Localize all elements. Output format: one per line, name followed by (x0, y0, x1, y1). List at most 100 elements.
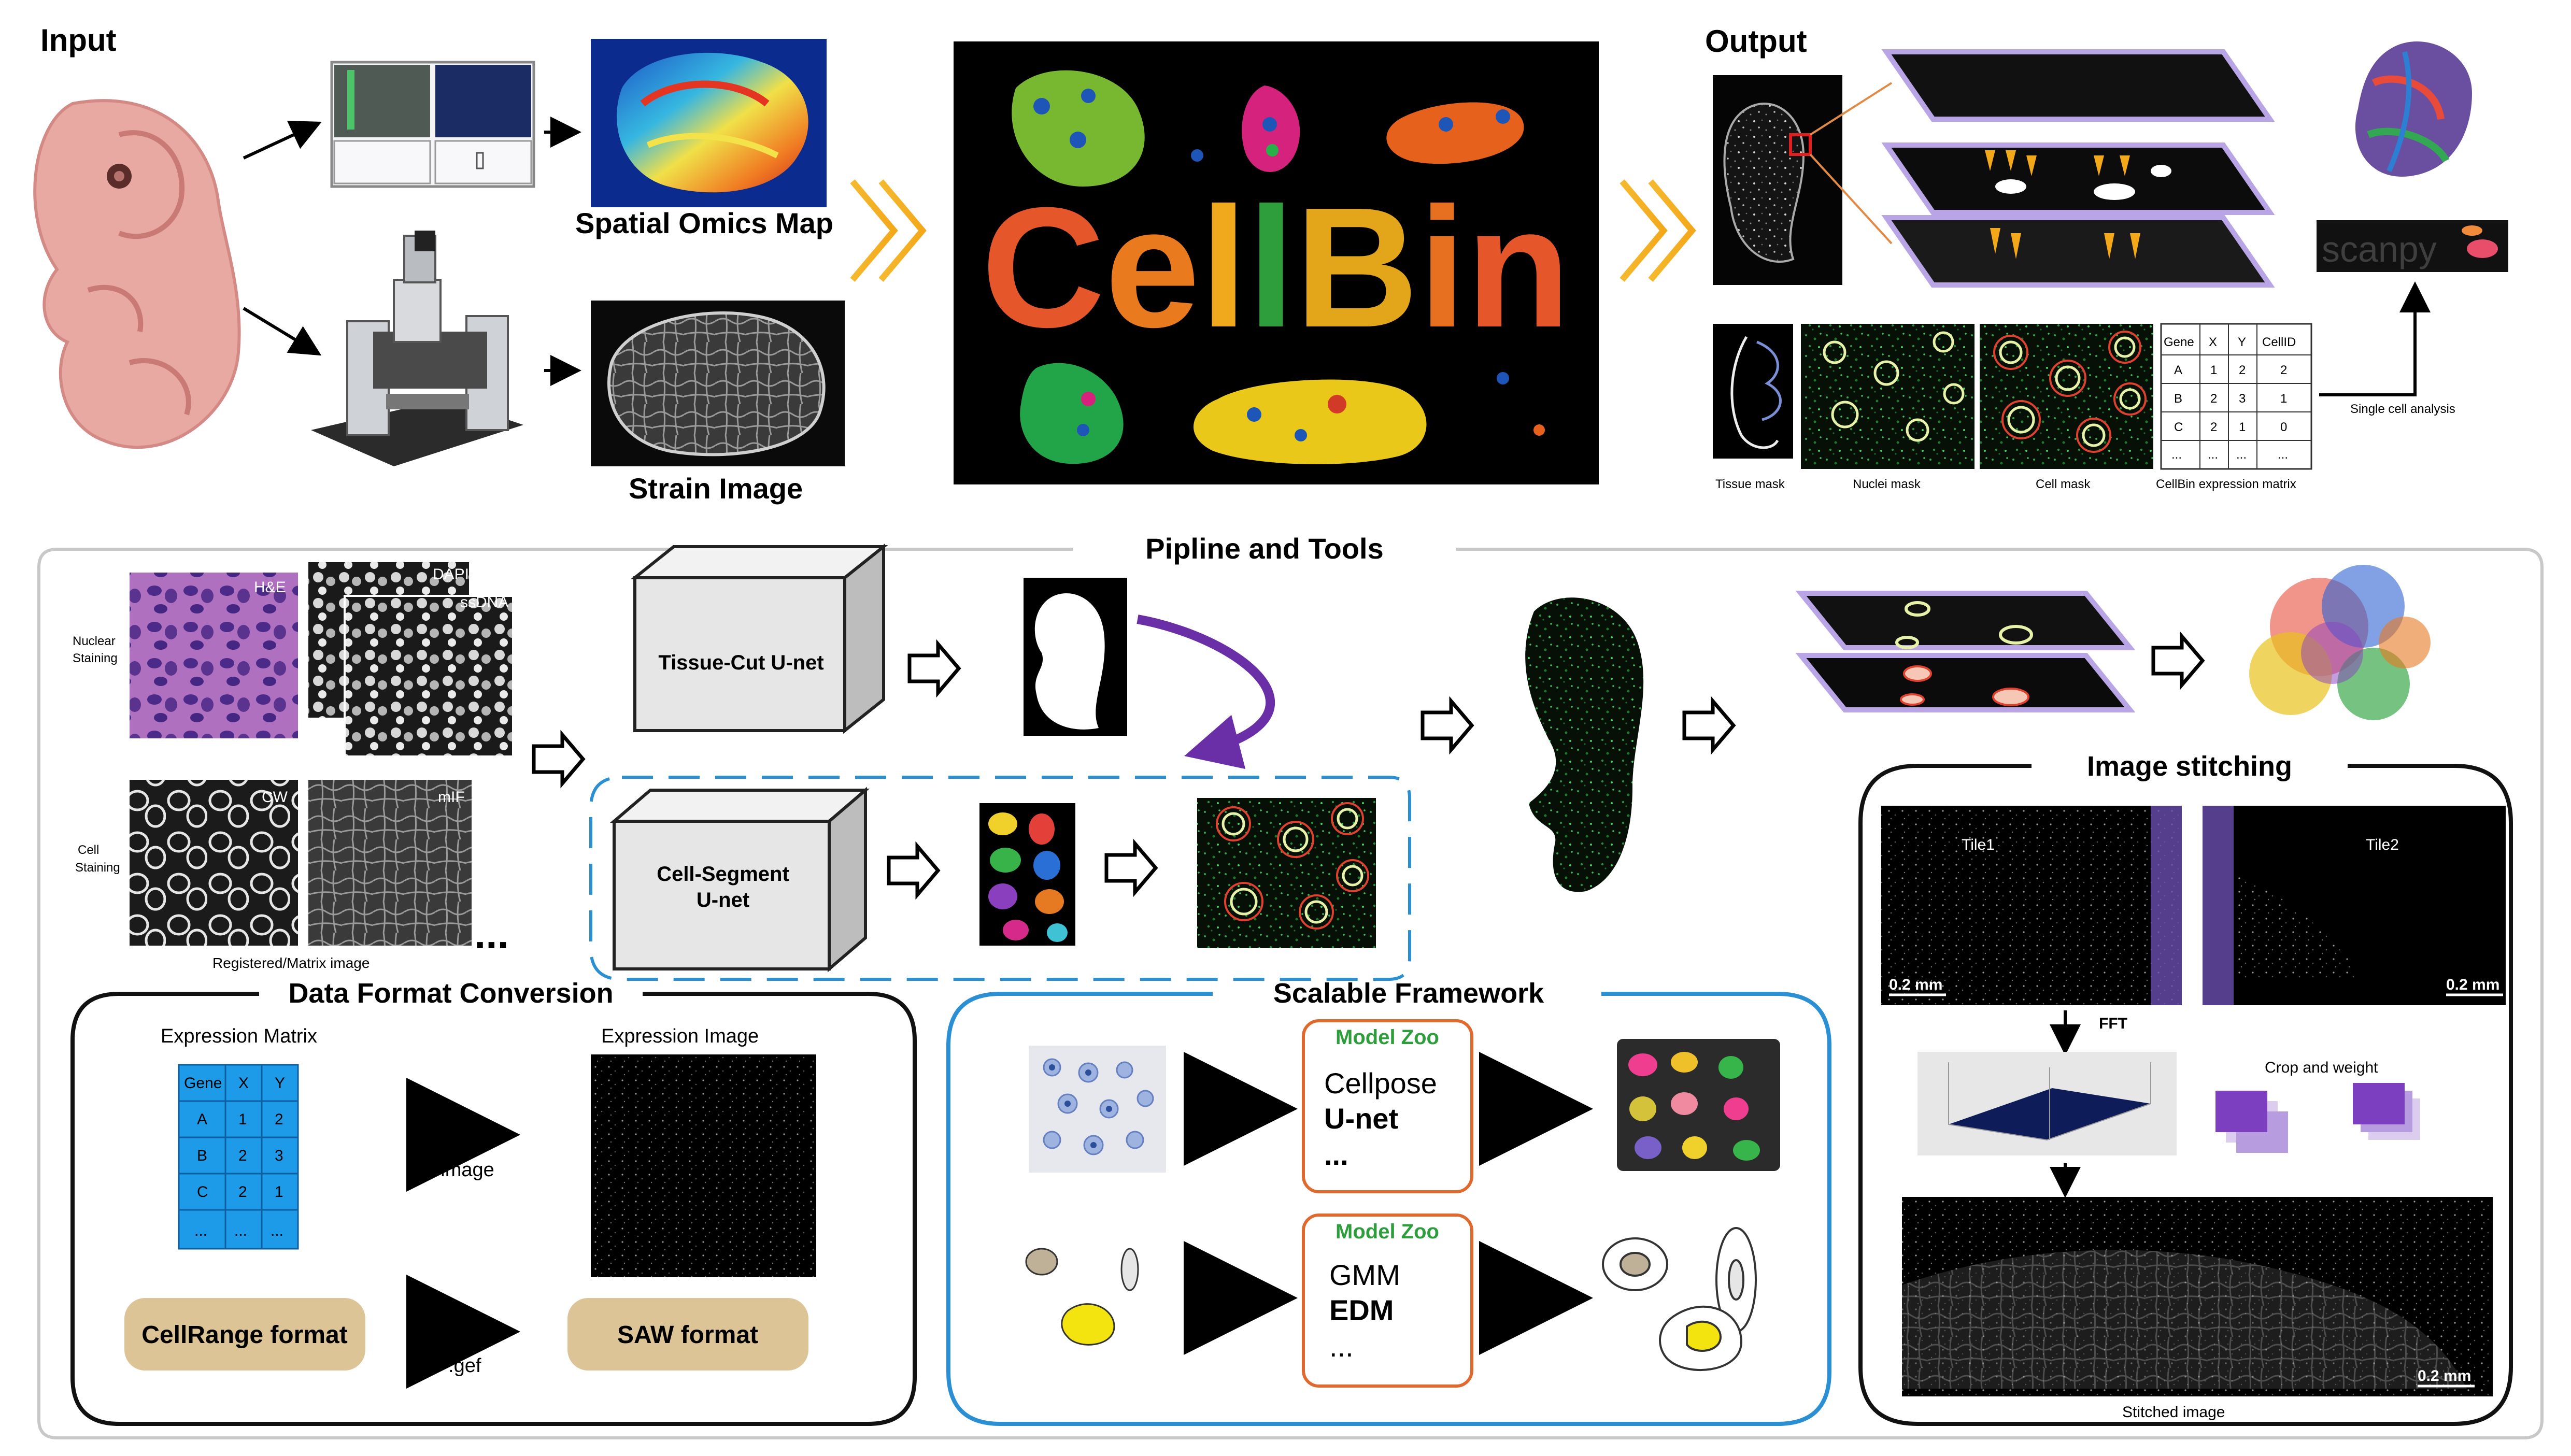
cellbin-logo-text: CellBin (982, 172, 1571, 363)
umap-scatter (2249, 565, 2431, 720)
model-zoo-1: Model Zoo Cellpose U-net ... (1302, 1019, 1473, 1193)
tissue-cut-unet-box: Tissue-Cut U-net (630, 543, 888, 734)
segmentation-dashed-group (589, 776, 1411, 981)
cb-matrix-r2c0: C (2174, 420, 2183, 434)
cb-matrix-r0c2: 2 (2239, 363, 2246, 377)
cb-matrix-r1c0: B (2174, 392, 2182, 406)
cb-matrix-r0c0: A (2174, 363, 2182, 377)
fft-label: FFT (2099, 1015, 2127, 1032)
stitched-scale: 0.2 mm (2418, 1367, 2471, 1384)
cell-staining-label-1: Cell (78, 843, 99, 857)
expr-table-r1c1: 2 (238, 1147, 247, 1164)
crop-weight-label: Crop and weight (2265, 1059, 2378, 1076)
stitching-title: Image stitching (2087, 751, 2292, 782)
expr-table-h2: Y (275, 1075, 285, 1092)
hollow-arrow-to-umap (2151, 631, 2205, 690)
pipeline-title: Pipline and Tools (1145, 532, 1383, 565)
zoo1-item-2: ... (1324, 1138, 1348, 1171)
output-title: Output (1705, 24, 1807, 59)
cb-matrix-r1c2: 3 (2239, 392, 2246, 406)
expression-table: Gene X Y A 1 2 B 2 3 C 2 1 ... ... ... (178, 1064, 299, 1250)
cb-matrix-r3c3: ... (2278, 448, 2288, 462)
cell-segment-unet-box: Cell-Segment U-net (609, 787, 870, 973)
expr-table-r3c0: ... (194, 1222, 207, 1239)
nuclear-staining-label-1: Nuclear (73, 634, 116, 648)
cellbin-expression-matrix: Gene X Y CellID A 1 2 2 B 2 3 1 C 2 1 0 … (2160, 323, 2312, 470)
pipeline-layer-stack (1795, 591, 2136, 712)
stitched-label: Stitched image (2122, 1404, 2225, 1421)
zoom-line-top (1809, 82, 1893, 136)
zoo1-item-1: U-net (1324, 1102, 1398, 1135)
cell-segment-label-2: U-net (697, 889, 749, 911)
stitching-frame (1858, 764, 2513, 1426)
expr-table-r1c2: 3 (275, 1147, 283, 1164)
zoo1-title: Model Zoo (1336, 1026, 1439, 1049)
dapi-ssdna-image: DAPI ssDNA (308, 562, 514, 758)
single-cell-label: Single cell analysis (2350, 402, 2455, 416)
cb-matrix-h1: X (2209, 335, 2217, 349)
cb-matrix-r2c2: 1 (2239, 420, 2246, 434)
scanpy-logo: scanpy (2317, 220, 2508, 272)
to-image-label: to image (419, 1159, 494, 1181)
zoo2-item-1: EDM (1329, 1294, 1394, 1326)
cellrange-format-box: CellRange format (124, 1298, 365, 1371)
expr-table-r3c1: ... (234, 1222, 247, 1239)
expr-table-r2c0: C (197, 1183, 208, 1201)
expr-table-r2c1: 2 (238, 1183, 247, 1201)
green-tissue-result (1525, 597, 1644, 892)
he-label: H&E (254, 579, 286, 596)
cb-matrix-h3: CellID (2262, 335, 2296, 349)
cb-matrix-r3c0: ... (2171, 448, 2182, 462)
overlay-cell-image (1197, 798, 1376, 948)
cw-image: CW (130, 780, 298, 946)
cb-matrix-r0c1: 1 (2210, 363, 2217, 377)
output-tissue-image (1713, 75, 1842, 285)
cb-matrix-r2c3: 0 (2280, 420, 2287, 434)
hollow-arrow-overlay (1104, 838, 1158, 897)
saw-label: SAW format (617, 1321, 758, 1349)
cell-mask-image (1980, 324, 2153, 469)
hollow-arrow-segment (887, 841, 941, 900)
nuclei-mask-label: Nuclei mask (1853, 477, 1921, 491)
cb-matrix-r2c1: 2 (2210, 420, 2217, 434)
tile1-scale: 0.2 mm (1889, 976, 1942, 993)
embryo-illustration (33, 99, 241, 449)
output-layer-stack (1881, 49, 2275, 288)
tissue-mask-label: Tissue mask (1715, 477, 1785, 491)
cb-matrix-h2: Y (2238, 335, 2246, 349)
tissue-mask-result (1024, 578, 1127, 736)
expr-table-r0c0: A (197, 1111, 207, 1128)
expr-matrix-label: Expression Matrix (161, 1025, 317, 1047)
ssdna-label: ssDNA (460, 594, 508, 611)
cb-matrix-r0c3: 2 (2280, 363, 2287, 377)
cb-matrix-h0: Gene (2164, 335, 2194, 349)
hollow-arrow-tissue (907, 639, 961, 698)
expr-table-h1: X (238, 1075, 249, 1092)
nuclei-mask-image (1801, 324, 1975, 469)
colored-cell-mask (979, 803, 1075, 946)
zoo2-item-2: ... (1329, 1330, 1354, 1363)
cb-matrix-r1c1: 2 (2210, 392, 2217, 406)
shapes-input (1025, 1248, 1139, 1346)
data-format-title: Data Format Conversion (288, 978, 613, 1009)
colored-cells-result (1617, 1039, 1780, 1171)
nuclear-staining-label-2: Staining (73, 651, 118, 665)
hollow-arrow-to-tissue (1421, 696, 1474, 755)
cb-matrix-caption: CellBin expression matrix (2156, 477, 2296, 491)
expr-table-r3c2: ... (271, 1222, 283, 1239)
strain-label: Strain Image (629, 472, 803, 505)
cw-label: CW (262, 789, 288, 806)
dapi-label: DAPI (433, 566, 469, 583)
input-arrow-top (243, 121, 322, 160)
model-zoo-2: Model Zoo GMM EDM ... (1302, 1214, 1473, 1388)
tile2-label: Tile2 (2366, 836, 2399, 853)
chevron-arrows-left (850, 179, 927, 282)
to-gef-label: to *.gef (419, 1355, 481, 1377)
expr-table-r0c2: 2 (275, 1111, 283, 1128)
stained-cells-image (1029, 1046, 1166, 1173)
cb-matrix-r3c2: ... (2236, 448, 2247, 462)
mif-image: mIF (308, 780, 472, 946)
expression-image (591, 1054, 816, 1277)
cell-mask-label: Cell mask (2036, 477, 2091, 491)
